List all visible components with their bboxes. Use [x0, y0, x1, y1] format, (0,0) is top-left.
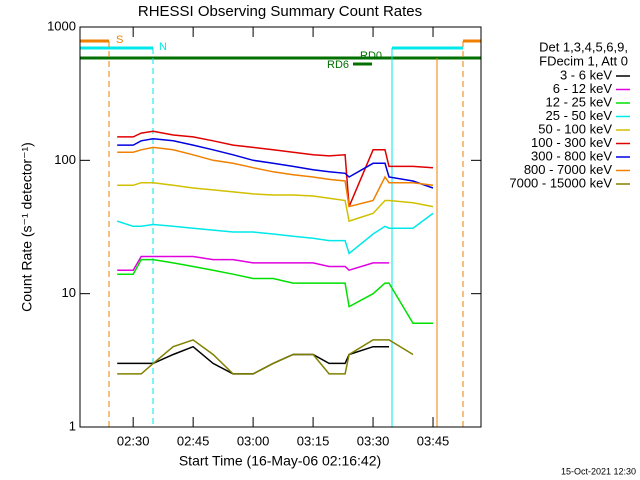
y-tick-label: 1: [69, 418, 76, 433]
legend-header: Det 1,3,4,5,6,9,: [539, 39, 628, 54]
series-line: [117, 130, 434, 207]
annotation: S: [116, 34, 123, 46]
plot-frame: [79, 26, 482, 428]
chart-title: RHESSI Observing Summary Count Rates: [138, 3, 422, 20]
series-line: [117, 339, 414, 375]
x-tick-label: 03:30: [357, 433, 390, 448]
y-tick-label: 1000: [47, 18, 76, 33]
legend-label: 6 - 12 keV: [553, 81, 613, 96]
x-tick-label: 02:45: [177, 433, 210, 448]
series-line: [117, 255, 389, 272]
series-line: [116, 212, 434, 255]
y-tick-label: 10: [62, 285, 76, 300]
x-tick-label: 03:00: [237, 433, 270, 448]
legend-label: 800 - 7000 keV: [524, 162, 613, 177]
footer: 15-Oct-2021 12:30: [561, 466, 636, 476]
legend-label: 25 - 50 keV: [546, 108, 613, 123]
series-line: [117, 258, 433, 324]
y-axis-label: Count Rate (s⁻¹ detector⁻¹): [19, 142, 35, 312]
x-tick-label: 03:45: [417, 433, 450, 448]
legend-label: 12 - 25 keV: [546, 94, 613, 109]
x-tick-label: 03:15: [297, 433, 330, 448]
series-line: [117, 181, 434, 223]
annotation: RD0: [360, 50, 382, 62]
legend-label: 3 - 6 keV: [560, 67, 612, 82]
y-tick-label: 100: [54, 152, 76, 167]
x-axis-label: Start Time (16-May-06 02:16:42): [179, 453, 381, 469]
x-tick-label: 02:30: [117, 433, 150, 448]
legend-header: FDecim 1, Att 0: [539, 53, 628, 68]
state-bars: [80, 39, 481, 427]
legend-label: 50 - 100 keV: [538, 121, 612, 136]
legend-label: 300 - 800 keV: [531, 148, 612, 163]
annotation: RD6: [327, 59, 349, 71]
series-line: [117, 138, 434, 189]
annotation: N: [159, 41, 167, 53]
legend-label: 7000 - 15000 keV: [509, 175, 612, 190]
series-line: [117, 146, 434, 208]
legend-label: 100 - 300 keV: [531, 135, 612, 150]
